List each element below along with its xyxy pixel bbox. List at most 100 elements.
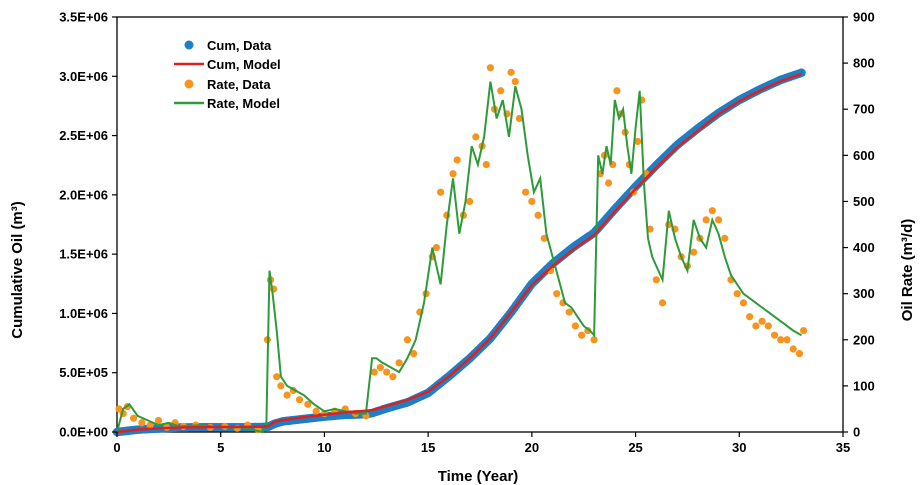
left-y-tick-label: 5.0E+05 [59,365,108,380]
left-y-axis-title: Cumulative Oil (m³) [9,201,26,339]
rate-data-point [304,400,312,408]
right-y-tick-label: 900 [853,10,875,25]
rate-data-point [507,68,515,76]
plot-frame [116,16,844,433]
rate-data-point [534,211,542,219]
right-y-tick-label: 100 [853,378,875,393]
rate-data-point [383,368,391,376]
right-y-axis-title: Oil Rate (m³/d) [899,219,916,322]
x-tick-label: 15 [421,440,435,455]
left-y-tick-label: 3.0E+06 [59,69,108,84]
legend-label-cum-data: Cum, Data [207,38,272,53]
rate-data-point [770,331,779,339]
rate-data-point [486,64,494,72]
legend: Cum, Data Cum, Model Rate, Data Rate, Mo… [174,38,281,111]
rate-data-point [528,197,536,206]
rate-data-point [129,414,138,422]
x-axis-title: Time (Year) [438,468,519,485]
rate-data-point [277,382,285,390]
legend-marker-cum-data [184,40,194,50]
right-y-tick-label: 700 [853,102,875,117]
rate-data-point [553,290,561,298]
x-axis-ticks: 0 5 10 15 20 25 30 35 [113,432,850,455]
right-y-tick-label: 400 [853,240,875,255]
x-tick-label: 20 [525,440,539,455]
rate-data-point [721,234,729,242]
rate-data-point [395,359,403,367]
rate-data-point [733,290,741,298]
rate-data-point [690,248,698,256]
right-y-tick-label: 0 [853,425,860,440]
axes [116,16,844,433]
left-y-tick-label: 0.0E+00 [59,425,108,440]
left-y-tick-label: 3.5E+06 [59,10,108,25]
x-tick-label: 10 [317,440,331,455]
right-y-tick-label: 300 [853,286,875,301]
right-y-tick-label: 200 [853,332,875,347]
rate-data-point [799,326,808,335]
rate-data-point [565,308,573,316]
right-y-tick-label: 500 [853,194,875,209]
rate-data-point [472,133,480,141]
legend-item-cum-data: Cum, Data [184,38,272,53]
rate-data-point [652,276,660,284]
rate-data-point [764,322,772,330]
right-y-tick-label: 600 [853,148,875,163]
rate-data-point [432,243,441,252]
series-cum-model-line [116,72,802,434]
rate-data-point [403,336,411,344]
rate-data-point [376,363,385,372]
rate-data-point [708,207,716,215]
right-y-axis-ticks: 0 100 200 300 400 500 600 700 800 900 [843,10,875,440]
rate-data-point [571,322,580,330]
rate-data-point [466,197,474,206]
legend-label-rate-model: Rate, Model [207,96,280,111]
rate-data-point [138,419,146,427]
legend-marker-rate-data [184,79,194,89]
legend-item-rate-data: Rate, Data [184,77,271,92]
rate-data-point [634,137,642,146]
rate-data-point [789,345,797,353]
left-y-tick-label: 1.0E+06 [59,306,108,321]
right-y-tick-label: 800 [853,56,875,71]
rate-data-point [436,188,445,196]
rate-data-point [312,407,320,415]
rate-data-point [497,87,505,95]
rate-data-point [154,416,163,425]
rate-data-point [482,160,490,169]
legend-label-rate-data: Rate, Data [207,77,271,92]
x-tick-label: 35 [836,440,850,455]
rate-data-point [370,368,378,376]
rate-data-point [115,405,123,413]
rate-data-point [515,114,524,123]
rate-data-point [714,216,723,224]
rate-data-point [783,336,791,344]
left-y-tick-label: 2.5E+06 [59,128,108,143]
rate-data-point [758,317,766,325]
rate-data-point [590,336,598,344]
rate-data-point [613,87,621,95]
left-y-tick-label: 2.0E+06 [59,187,108,202]
rate-data-point [389,373,397,381]
rate-data-point [795,350,804,358]
left-y-axis-ticks: 0.0E+00 5.0E+05 1.0E+06 1.5E+06 2.0E+06 2.5E+… [59,10,117,440]
rate-data-point [752,322,760,330]
rate-data-point [410,350,418,358]
x-tick-label: 5 [217,440,224,455]
rate-data-point [578,331,586,339]
legend-item-cum-model: Cum, Model [174,57,281,72]
rate-data-point [605,179,613,187]
legend-item-rate-model: Rate, Model [174,96,280,111]
x-tick-label: 0 [113,440,120,455]
rate-data-point [702,216,710,224]
series-cum-data [112,68,806,437]
rate-data-point [295,396,304,404]
x-tick-label: 30 [732,440,746,455]
series-rate-model-line [116,81,802,434]
rate-data-point [453,156,461,164]
rate-data-point [777,336,785,344]
rate-data-point [283,391,291,399]
rate-data-point [449,170,457,178]
rate-data-point [739,299,748,307]
